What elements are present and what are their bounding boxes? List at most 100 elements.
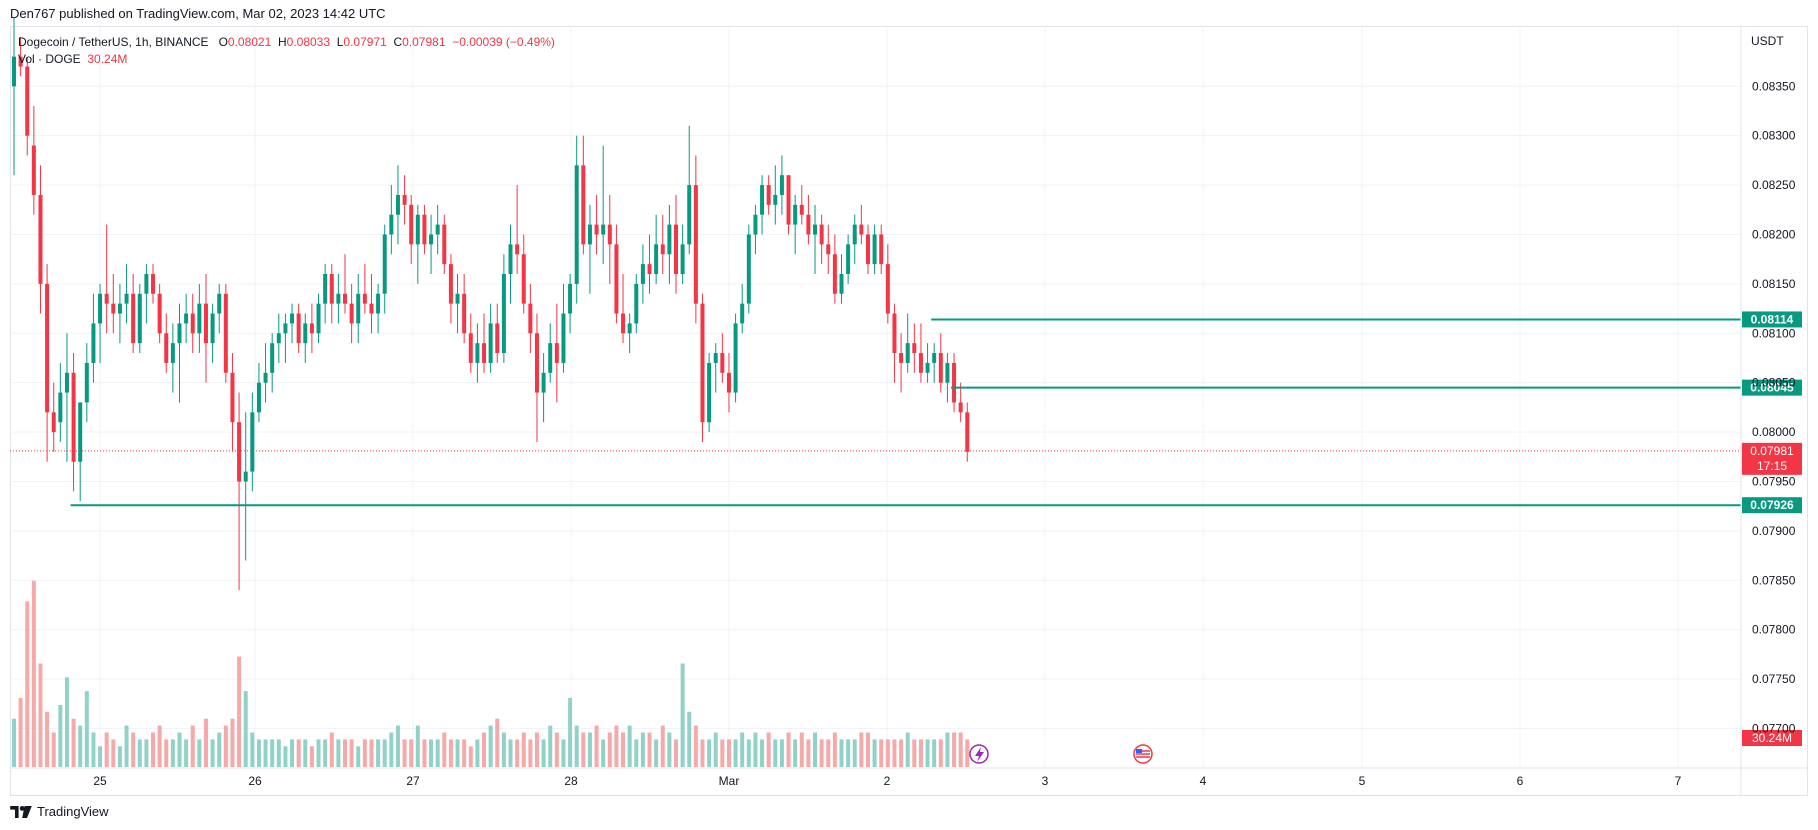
candle-body[interactable]: [839, 274, 844, 294]
candle-body[interactable]: [151, 274, 156, 294]
candle-body[interactable]: [422, 214, 427, 245]
candle-body[interactable]: [601, 224, 606, 235]
candle-body[interactable]: [455, 293, 460, 304]
candle-body[interactable]: [283, 323, 288, 334]
candle-body[interactable]: [581, 165, 586, 245]
candle-body[interactable]: [270, 343, 275, 373]
candle-body[interactable]: [263, 372, 268, 383]
candle-body[interactable]: [429, 234, 434, 245]
candle-body[interactable]: [885, 264, 890, 314]
candle-body[interactable]: [905, 343, 910, 363]
candle-body[interactable]: [435, 224, 440, 235]
candle-body[interactable]: [813, 224, 818, 235]
candle-body[interactable]: [250, 412, 255, 472]
candle-body[interactable]: [124, 293, 129, 304]
candle-body[interactable]: [323, 274, 328, 304]
candle-body[interactable]: [243, 471, 248, 482]
candle-body[interactable]: [18, 56, 23, 67]
volume-label[interactable]: Vol · DOGE: [18, 52, 81, 66]
candle-body[interactable]: [448, 264, 453, 304]
candle-body[interactable]: [707, 362, 712, 423]
us-flag-event-icon[interactable]: [1133, 744, 1153, 764]
candle-body[interactable]: [376, 293, 381, 314]
candle-body[interactable]: [91, 323, 96, 363]
candle-body[interactable]: [918, 353, 923, 373]
candle-body[interactable]: [779, 175, 784, 195]
candle-body[interactable]: [872, 234, 877, 265]
footer-brand[interactable]: TradingView: [10, 804, 109, 819]
candle-body[interactable]: [720, 353, 725, 373]
candle-body[interactable]: [687, 185, 692, 245]
candle-body[interactable]: [621, 313, 626, 334]
candle-body[interactable]: [726, 372, 731, 393]
candle-body[interactable]: [71, 372, 76, 462]
candle-body[interactable]: [104, 293, 109, 304]
candle-body[interactable]: [674, 224, 678, 274]
currency-unit[interactable]: USDT: [1751, 34, 1784, 48]
candle-body[interactable]: [541, 372, 546, 393]
candle-body[interactable]: [693, 185, 698, 304]
candle-body[interactable]: [25, 66, 30, 136]
candle-body[interactable]: [117, 303, 122, 314]
candle-body[interactable]: [640, 264, 645, 284]
candle-body[interactable]: [753, 214, 758, 235]
candle-body[interactable]: [786, 175, 791, 225]
candle-body[interactable]: [64, 372, 69, 393]
candle-body[interactable]: [475, 343, 480, 363]
candle-body[interactable]: [660, 244, 665, 255]
candle-body[interactable]: [230, 372, 235, 423]
symbol-title[interactable]: Dogecoin / TetherUS, 1h, BINANCE: [18, 35, 209, 49]
candle-body[interactable]: [51, 412, 56, 433]
candle-body[interactable]: [627, 323, 632, 334]
candle-body[interactable]: [336, 293, 341, 304]
candle-body[interactable]: [78, 402, 83, 462]
candle-body[interactable]: [84, 362, 89, 403]
candle-body[interactable]: [349, 303, 354, 324]
candle-body[interactable]: [362, 293, 367, 304]
candle-body[interactable]: [303, 323, 308, 344]
candle-body[interactable]: [296, 313, 301, 344]
lightning-event-icon[interactable]: [969, 744, 989, 764]
candle-body[interactable]: [343, 293, 347, 304]
candle-body[interactable]: [554, 343, 559, 363]
candle-body[interactable]: [31, 145, 36, 195]
candle-body[interactable]: [912, 343, 917, 354]
candle-body[interactable]: [521, 254, 526, 304]
candle-body[interactable]: [369, 303, 374, 314]
candle-body[interactable]: [819, 224, 824, 245]
candle-body[interactable]: [395, 194, 400, 215]
candle-body[interactable]: [574, 165, 579, 284]
candle-body[interactable]: [382, 234, 387, 294]
candle-body[interactable]: [210, 313, 215, 344]
candle-body[interactable]: [468, 333, 473, 363]
candle-body[interactable]: [607, 224, 612, 245]
candle-body[interactable]: [508, 244, 513, 274]
candle-body[interactable]: [852, 224, 857, 245]
candle-body[interactable]: [58, 392, 63, 423]
candle-body[interactable]: [442, 224, 447, 265]
candle-body[interactable]: [859, 224, 864, 235]
candle-body[interactable]: [12, 56, 16, 87]
candle-body[interactable]: [137, 293, 142, 344]
candle-body[interactable]: [495, 323, 500, 354]
candle-body[interactable]: [614, 244, 619, 314]
candle-body[interactable]: [482, 343, 487, 363]
candle-body[interactable]: [700, 303, 705, 423]
candle-body[interactable]: [415, 214, 420, 245]
candle-body[interactable]: [203, 303, 208, 344]
candle-body[interactable]: [945, 362, 950, 383]
candle-body[interactable]: [680, 244, 685, 274]
candle-body[interactable]: [290, 313, 295, 324]
candle-body[interactable]: [899, 353, 904, 363]
candle-body[interactable]: [329, 274, 334, 304]
candle-body[interactable]: [733, 323, 738, 393]
candle-body[interactable]: [190, 313, 195, 334]
candle-body[interactable]: [389, 214, 394, 235]
candle-body[interactable]: [462, 293, 467, 334]
candle-body[interactable]: [892, 313, 897, 354]
candle-body[interactable]: [846, 244, 851, 274]
candle-body[interactable]: [528, 303, 533, 334]
candle-body[interactable]: [402, 194, 407, 205]
candle-body[interactable]: [177, 323, 182, 344]
